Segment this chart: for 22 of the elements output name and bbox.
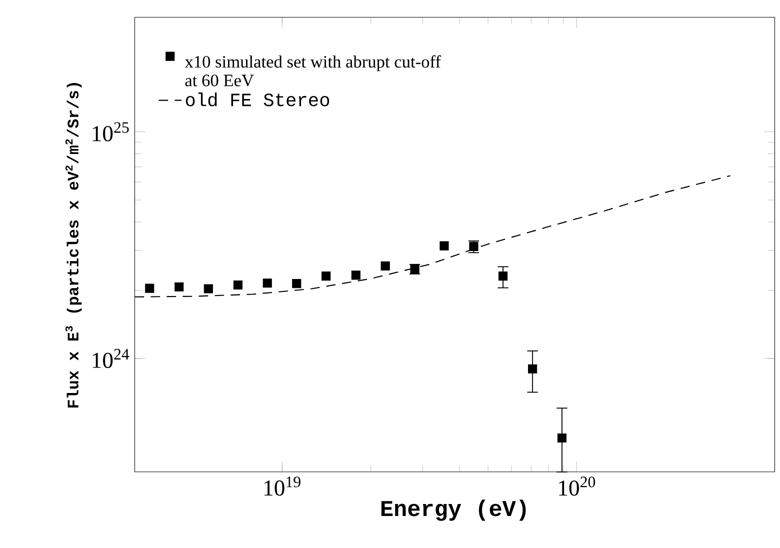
point — [557, 433, 567, 443]
point — [262, 278, 272, 288]
point — [528, 364, 538, 374]
x-tick-label: 10$^{19}$ — [264, 476, 300, 496]
point — [351, 270, 360, 280]
legend-label: x10 simulated set with abrupt cut-off at 60 EeV — [184, 55, 441, 86]
text: Flux x E$^{3}$ (particles x eV$^{2}$/m$^{2}$/Sr/s) — [65, 83, 82, 408]
point — [380, 261, 390, 270]
point — [440, 241, 449, 250]
point — [469, 242, 478, 251]
y-tick-label: 10$^{25}$ — [92, 122, 129, 142]
point — [145, 284, 154, 293]
point — [174, 282, 184, 292]
point — [498, 272, 508, 281]
point — [233, 280, 242, 290]
x-axis-title: Energy (eV) — [381, 500, 526, 521]
x-tick-label: 10$^{20}$ — [559, 476, 596, 496]
point — [292, 279, 302, 288]
point — [322, 272, 331, 281]
point — [204, 284, 213, 294]
y-tick-label: 10$^{24}$ — [92, 348, 130, 368]
legend-label: old FE Stereo — [186, 92, 330, 106]
